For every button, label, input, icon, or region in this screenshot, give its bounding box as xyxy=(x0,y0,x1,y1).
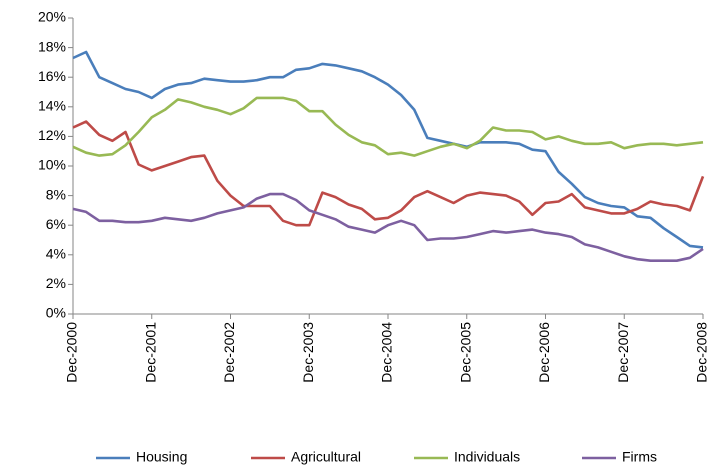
series-line xyxy=(72,120,705,227)
legend-label: Housing xyxy=(136,449,187,465)
y-tick-label: 20% xyxy=(38,9,66,25)
legend-label: Firms xyxy=(622,449,657,465)
y-tick-label: 12% xyxy=(38,127,66,143)
y-tick-label: 14% xyxy=(38,98,66,114)
x-tick-label: Dec-2006 xyxy=(536,322,552,383)
x-tick-label: Dec-2007 xyxy=(615,322,631,383)
x-tick-label: Dec-2001 xyxy=(142,322,158,383)
y-tick-label: 2% xyxy=(46,275,66,291)
y-tick-label: 18% xyxy=(38,38,66,54)
y-tick-label: 8% xyxy=(46,186,66,202)
y-tick-label: 4% xyxy=(46,246,66,262)
y-tick-label: 6% xyxy=(46,216,66,232)
y-tick-label: 10% xyxy=(38,157,66,173)
x-tick-label: Dec-2008 xyxy=(694,322,710,383)
x-tick-label: Dec-2003 xyxy=(300,322,316,383)
x-tick-label: Dec-2005 xyxy=(457,322,473,383)
x-tick-label: Dec-2002 xyxy=(221,322,237,383)
x-tick-label: Dec-2000 xyxy=(64,322,80,383)
series-line xyxy=(72,192,704,262)
legend-label: Individuals xyxy=(454,449,520,465)
legend-label: Agricultural xyxy=(291,449,361,465)
y-tick-label: 0% xyxy=(46,305,66,321)
series-line xyxy=(72,50,704,249)
y-tick-label: 16% xyxy=(38,68,66,84)
series-line xyxy=(72,96,704,157)
x-tick-label: Dec-2004 xyxy=(379,322,395,383)
